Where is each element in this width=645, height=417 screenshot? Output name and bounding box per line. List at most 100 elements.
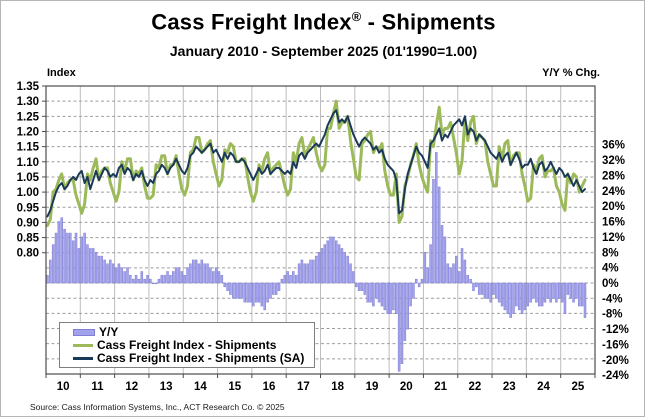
yy-bar (180, 271, 184, 284)
yy-bar (71, 240, 75, 284)
right-tick-label: -16% (602, 339, 629, 351)
yy-bar (277, 282, 281, 291)
yy-bar (106, 263, 109, 284)
yy-bar (558, 282, 561, 299)
x-tick-label: 18 (331, 381, 344, 393)
yy-bar (174, 267, 178, 284)
yy-bar (289, 275, 292, 284)
yy-bar (80, 236, 83, 284)
yy-bar (312, 259, 315, 284)
yy-bar (126, 267, 129, 284)
yy-bar (386, 282, 389, 314)
yy-bar (192, 259, 195, 284)
yy-bar (532, 282, 535, 299)
right-tick-label: 4% (602, 263, 619, 275)
yy-bar (563, 282, 567, 314)
yy-bar (549, 282, 552, 303)
yy-bar (237, 282, 241, 299)
x-tick-label: 15 (228, 381, 241, 393)
left-tick-label: 0.95 (17, 202, 40, 214)
right-tick-label: 16% (602, 217, 625, 229)
yy-bar (294, 275, 298, 284)
right-tick-label: 36% (602, 140, 625, 152)
yy-bar (77, 248, 81, 284)
yy-bar (380, 282, 384, 307)
yy-bar (400, 282, 404, 364)
yy-bar (460, 248, 464, 284)
yy-bar (166, 271, 169, 284)
x-tick-label: 20 (400, 381, 413, 393)
yy-bar (51, 244, 55, 284)
yy-bar (266, 282, 269, 303)
yy-bar (234, 282, 238, 299)
left-axis-title: Index (47, 67, 76, 79)
yy-bar (369, 282, 372, 303)
yy-bar (83, 232, 86, 284)
yy-bar (154, 282, 158, 285)
yy-bar (54, 232, 58, 284)
yy-bar (217, 271, 221, 284)
x-tick-label: 21 (434, 381, 447, 393)
yy-bar (397, 282, 401, 372)
yy-bar (246, 282, 249, 303)
yy-bar (323, 244, 327, 284)
left-tick-label: 0.90 (17, 217, 39, 229)
yy-bar (334, 240, 338, 284)
right-tick-label: -8% (602, 309, 622, 321)
yy-bar (134, 275, 138, 284)
yy-bar (63, 228, 66, 284)
yy-bar (475, 282, 478, 288)
left-tick-label: 0.80 (17, 248, 39, 260)
yy-bar (354, 282, 358, 288)
left-tick-label: 0.85 (17, 233, 40, 245)
yy-bar (580, 282, 584, 307)
x-tick-label: 25 (571, 381, 584, 393)
yy-bar (340, 248, 344, 284)
yy-bar (372, 282, 375, 307)
yy-bar (346, 255, 349, 284)
yy-bar (163, 275, 166, 284)
right-tick-label: -4% (602, 293, 622, 305)
shipments-sa-line (46, 109, 586, 218)
yy-bar (131, 278, 135, 284)
yy-bar (117, 263, 121, 284)
right-tick-label: 12% (602, 232, 625, 244)
yy-bar (86, 244, 89, 284)
chart-subtitle: January 2010 - September 2025 (01'1990=1… (169, 43, 478, 59)
shipments-line-swatch (73, 344, 93, 347)
yy-bar (349, 263, 352, 284)
yy-bar (480, 282, 484, 295)
yy-bar (583, 282, 587, 318)
yy-bar (254, 282, 258, 303)
yy-bar (57, 221, 61, 284)
legend-label-shipments: Cass Freight Index - Shipments (97, 338, 277, 352)
yy-bar (575, 282, 578, 299)
yy-bar (357, 282, 361, 291)
left-tick-label: 1.00 (17, 187, 39, 199)
yy-bar (249, 282, 252, 303)
yy-bar (240, 282, 244, 299)
legend: Y/Y Cass Freight Index - Shipments Cass … (59, 322, 315, 368)
x-tick-label: 23 (503, 381, 516, 393)
yy-bar (203, 263, 206, 284)
yy-bar (572, 282, 575, 303)
shipments-sa-line-swatch (73, 357, 93, 360)
x-tick-label: 19 (366, 381, 379, 393)
yy-bar (406, 282, 409, 330)
x-tick-label: 24 (537, 381, 550, 393)
yy-bar (492, 282, 495, 295)
yy-bar-swatch (73, 329, 95, 336)
yy-bar (129, 275, 132, 284)
yy-bar (283, 275, 287, 284)
yy-bar (297, 263, 301, 284)
yy-bar (352, 271, 355, 284)
yy-bar (360, 282, 364, 291)
yy-bar (383, 282, 387, 311)
yy-bar (512, 282, 515, 314)
yy-bar (223, 282, 226, 288)
yy-bar (409, 282, 412, 307)
yy-bar (280, 278, 284, 284)
yy-bar (286, 271, 289, 284)
yy-bar (529, 282, 532, 303)
